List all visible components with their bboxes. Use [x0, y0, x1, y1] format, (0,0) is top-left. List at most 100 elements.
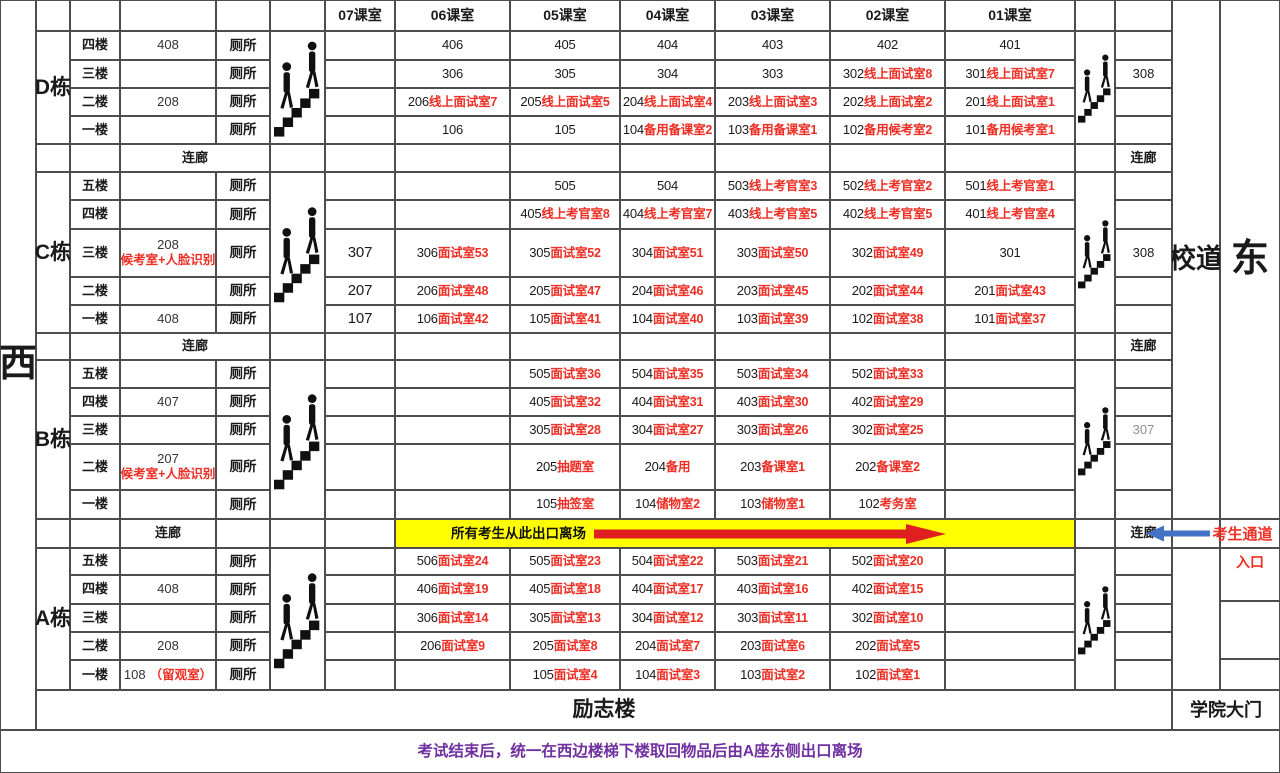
- room-number: 304: [631, 421, 653, 437]
- room-number: 101: [965, 121, 987, 137]
- exit-arrow-icon: [594, 523, 946, 544]
- right-room-cell: [1115, 88, 1172, 116]
- room-function-label: 面试室38: [872, 311, 924, 326]
- building-label: B栋: [35, 360, 71, 519]
- toilet-label: 厕所: [216, 660, 270, 690]
- toilet-label: 厕所: [216, 172, 270, 200]
- empty-cell: [70, 333, 120, 360]
- room-function-label: 面试室50: [757, 245, 809, 260]
- room-function-label: 线上面试室3: [748, 94, 818, 109]
- empty-cell: [945, 388, 1075, 416]
- room-cell: 105 面试室4: [510, 660, 620, 690]
- floor-label: 二楼: [70, 632, 120, 660]
- room-function-label: 线上考官室2: [863, 178, 933, 193]
- room-number: 402: [851, 393, 873, 409]
- room-function-label: 面试室28: [550, 422, 601, 437]
- floor-label: 五楼: [70, 360, 120, 388]
- left-room-cell: [120, 490, 216, 519]
- room-cell: 106: [395, 116, 510, 144]
- room-function-label: 面试室51: [652, 245, 704, 260]
- room-function-label: 线上面试室1: [986, 94, 1055, 109]
- room-number: 103: [740, 666, 762, 682]
- room-number: 102: [851, 310, 873, 326]
- room-number: 303: [736, 421, 758, 437]
- room-number: 304: [631, 609, 653, 625]
- left-room-cell: [120, 172, 216, 200]
- room-cell: 204 线上面试室4: [620, 88, 715, 116]
- room-number: 306: [416, 244, 438, 260]
- room-number: 302: [851, 609, 873, 625]
- empty-cell: [1220, 601, 1280, 659]
- room-number: 305: [529, 421, 551, 437]
- empty-cell: [945, 575, 1075, 604]
- room-number: 402: [842, 206, 864, 222]
- empty-cell: [395, 360, 510, 388]
- room-number: 302: [842, 65, 864, 81]
- room-function-label: 面试室13: [550, 610, 601, 625]
- toilet-label: 厕所: [216, 229, 270, 277]
- left-room-cell: [120, 548, 216, 575]
- left-room-cell: [120, 60, 216, 88]
- empty-cell: [395, 388, 510, 416]
- room-number: 305: [529, 609, 551, 625]
- room-number: 404: [622, 206, 644, 222]
- room-cell: 305: [510, 60, 620, 88]
- room-function-label: 面试室4: [553, 667, 598, 682]
- empty-cell: [325, 144, 395, 172]
- room-cell: 403 线上考官室5: [715, 200, 830, 229]
- room-cell: 305 面试室13: [510, 604, 620, 632]
- left-room-cell: [120, 277, 216, 305]
- stairs-cell: [1075, 31, 1115, 144]
- room-cell: 102 面试室38: [830, 305, 945, 333]
- room-number: 104: [635, 666, 657, 682]
- room-cell: 306: [395, 60, 510, 88]
- room-function-label: 备用: [665, 459, 691, 474]
- room-cell: 302 面试室25: [830, 416, 945, 444]
- room-function-label: 面试室41: [550, 311, 601, 326]
- room-function-label: 面试室49: [872, 245, 924, 260]
- room-note: （留观室）: [149, 667, 213, 682]
- empty-cell: [395, 444, 510, 490]
- room-function-label: 面试室7: [656, 638, 700, 653]
- room-cell: 105 面试室41: [510, 305, 620, 333]
- room-function-label: 面试室8: [553, 638, 598, 653]
- empty-cell: [945, 632, 1075, 660]
- room-cell: 406 面试室19: [395, 575, 510, 604]
- room-cell: 304: [620, 60, 715, 88]
- stairs-cell: [270, 172, 325, 333]
- empty-cell: [945, 548, 1075, 575]
- building-label: A栋: [35, 548, 71, 690]
- room-function-label: 面试室34: [757, 366, 809, 381]
- room-cell: 107: [325, 305, 395, 333]
- room-number: 106: [441, 121, 464, 137]
- room-number: 306: [441, 65, 464, 81]
- room-function-label: 面试室2: [761, 667, 805, 682]
- header-empty-cell: [36, 0, 70, 31]
- room-function-label: 备用候考室1: [986, 122, 1055, 137]
- room-number: 407: [157, 393, 179, 409]
- room-function-label: 面试室20: [872, 554, 924, 569]
- room-function-label: 面试室48: [437, 283, 489, 298]
- toilet-label: 厕所: [216, 575, 270, 604]
- empty-cell: [945, 333, 1075, 360]
- room-number: 102: [842, 121, 864, 137]
- header-empty-cell: [270, 0, 325, 31]
- empty-cell: [325, 60, 395, 88]
- room-number: 503: [736, 365, 758, 381]
- empty-cell: [1172, 548, 1220, 690]
- empty-cell: [270, 333, 325, 360]
- empty-cell: [510, 333, 620, 360]
- college-gate-label: 学院大门: [1172, 690, 1280, 730]
- exit-banner-text: 所有考生从此出口离场: [451, 525, 586, 541]
- room-cell: 205 面试室8: [510, 632, 620, 660]
- room-function-label: 面试室21: [757, 554, 809, 569]
- room-function-label: 面试室45: [757, 283, 809, 298]
- right-room-cell: [1115, 490, 1172, 519]
- room-number: 208: [157, 237, 179, 253]
- room-number: 204: [622, 93, 644, 109]
- floor-label: 三楼: [70, 229, 120, 277]
- room-function-label: 面试室22: [652, 554, 704, 569]
- room-cell: 103 储物室1: [715, 490, 830, 519]
- room-number: 202: [855, 637, 877, 653]
- room-cell: 302 面试室49: [830, 229, 945, 277]
